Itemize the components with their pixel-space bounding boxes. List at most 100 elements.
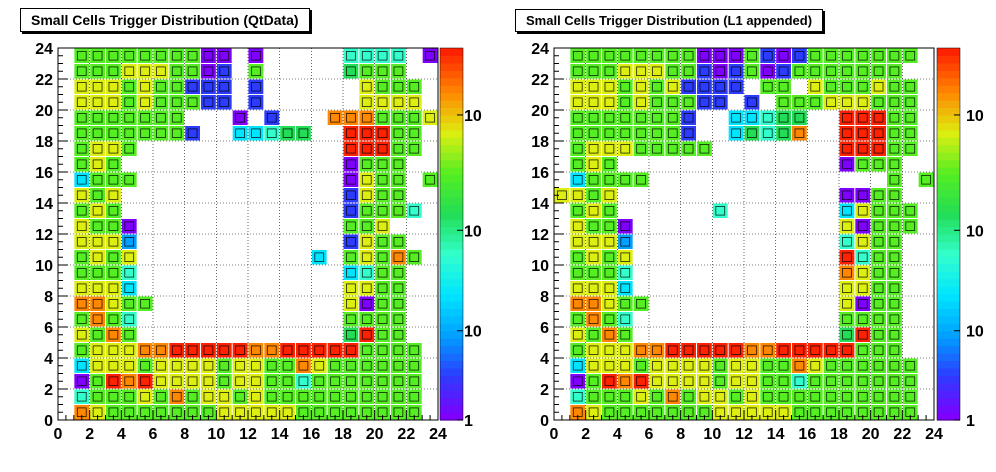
heatmap-cell-marker (92, 51, 103, 61)
heatmap-cell-marker (842, 330, 852, 340)
heatmap-cell (633, 64, 649, 79)
colorbar-segment (937, 308, 960, 317)
heatmap-cell (633, 110, 649, 125)
colorbar-segment (937, 367, 960, 376)
heatmap-cell-marker (699, 66, 710, 76)
heatmap-cell-marker (377, 66, 388, 76)
colorbar-segment (937, 55, 960, 64)
y-tick-label: 16 (531, 165, 549, 182)
heatmap-cell (871, 374, 886, 389)
heatmap-cell (248, 48, 264, 63)
heatmap-cell (90, 405, 105, 420)
heatmap-cell (391, 234, 406, 249)
heatmap-cell (375, 172, 390, 187)
heatmap-cell (855, 296, 871, 311)
heatmap-cell (106, 296, 121, 311)
heatmap-cell (823, 64, 839, 79)
colorbar-segment (937, 129, 960, 138)
heatmap-cell-marker (842, 345, 852, 355)
colorbar-segment (937, 152, 960, 161)
heatmap-cell (617, 281, 633, 296)
heatmap-cell-marker (604, 206, 615, 216)
heatmap-cell (887, 389, 902, 404)
heatmap-cell (776, 343, 791, 358)
heatmap-cell (74, 327, 90, 342)
heatmap-cell (586, 188, 601, 203)
heatmap-cell (185, 405, 200, 420)
heatmap-cell (871, 79, 886, 94)
heatmap-cell-marker (667, 392, 678, 402)
heatmap-cell-marker (604, 190, 615, 200)
heatmap-cell (887, 79, 902, 94)
heatmap-cell (602, 95, 617, 110)
heatmap-cell-marker (140, 299, 150, 309)
heatmap-cell (839, 389, 855, 404)
heatmap-cell (617, 327, 633, 342)
heatmap-cell (807, 64, 823, 79)
heatmap-cell-marker (156, 345, 166, 355)
heatmap-cell-marker (842, 97, 852, 107)
heatmap-cell (90, 172, 105, 187)
heatmap-cell-marker (620, 128, 631, 138)
heatmap-cell-marker (588, 268, 599, 278)
heatmap-cell-marker (361, 237, 372, 247)
heatmap-cell (728, 343, 744, 358)
heatmap-cell-marker (873, 392, 884, 402)
heatmap-cell (169, 79, 185, 94)
heatmap-cell-marker (857, 252, 868, 262)
heatmap-cell-marker (393, 144, 404, 154)
colorbar-segment (937, 286, 960, 295)
heatmap-cell-marker (203, 82, 214, 92)
heatmap-cell-marker (76, 113, 87, 123)
heatmap-cell (586, 234, 601, 249)
colorbar-segment (440, 241, 463, 250)
heatmap-cell-marker (747, 97, 757, 107)
heatmap-cell-marker (588, 283, 599, 293)
heatmap-cell-marker (588, 190, 599, 200)
heatmap-cell (602, 358, 617, 373)
heatmap-cell (343, 327, 359, 342)
heatmap-cell (855, 389, 871, 404)
heatmap-cell-marker (156, 82, 166, 92)
heatmap-cell (807, 358, 823, 373)
heatmap-cell-marker (425, 175, 435, 185)
heatmap-cell-marker (76, 361, 87, 371)
heatmap-cell-marker (683, 376, 694, 386)
heatmap-cell-marker (124, 113, 135, 123)
heatmap-cell-marker (92, 376, 103, 386)
heatmap-cell-marker (361, 221, 372, 231)
heatmap-cell (602, 157, 617, 172)
heatmap-cell (391, 358, 406, 373)
heatmap-cell (602, 48, 617, 63)
heatmap-cell-marker (857, 376, 868, 386)
heatmap-cell-marker (108, 221, 119, 231)
heatmap-cell (792, 95, 807, 110)
heatmap-cell (887, 110, 902, 125)
heatmap-cell (375, 126, 390, 141)
heatmap-cell (137, 64, 153, 79)
heatmap-cell-marker (203, 345, 214, 355)
heatmap-cell (649, 126, 665, 141)
heatmap-cell (792, 374, 807, 389)
colorbar-segment (937, 48, 960, 57)
y-tick-label: 14 (531, 196, 549, 213)
heatmap-cell (792, 126, 807, 141)
y-tick-label: 20 (35, 103, 53, 120)
heatmap-cell (391, 405, 406, 420)
heatmap-cell (902, 141, 918, 156)
colorbar-segment (440, 360, 463, 369)
heatmap-cell (887, 312, 902, 327)
heatmap-cell (90, 374, 105, 389)
colorbar-label: 1 (966, 413, 975, 430)
y-tick-label: 24 (531, 41, 549, 58)
colorbar-segment (937, 159, 960, 168)
heatmap-cell-marker (92, 159, 103, 169)
colorbar-segment (440, 181, 463, 190)
heatmap-cell-marker (588, 159, 599, 169)
heatmap-cell-marker (76, 392, 87, 402)
heatmap-cell (248, 343, 264, 358)
heatmap-cell (855, 188, 871, 203)
heatmap-cell-marker (588, 82, 599, 92)
heatmap-cell (90, 188, 105, 203)
heatmap-cell (712, 358, 728, 373)
